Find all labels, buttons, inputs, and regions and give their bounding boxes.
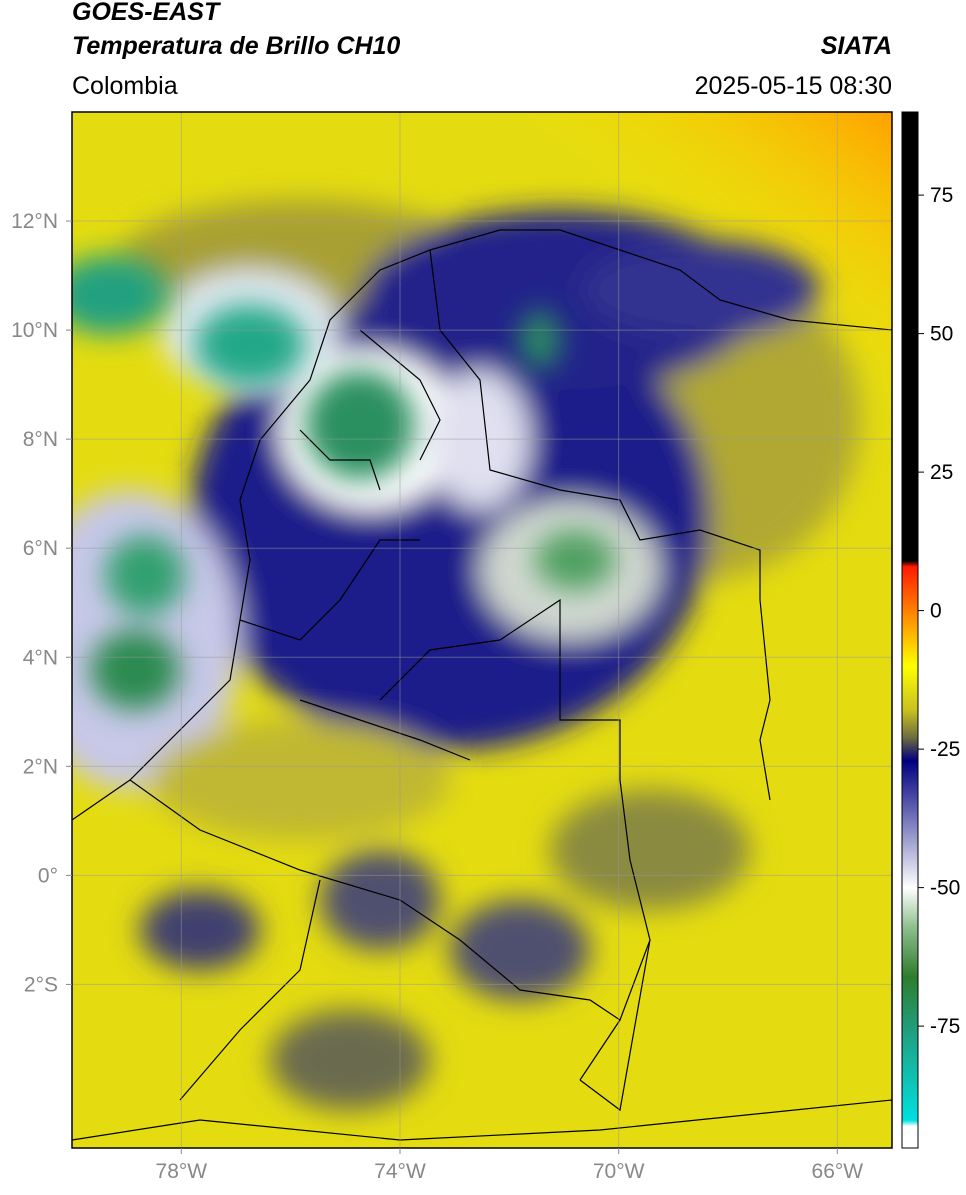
x-tick-label: 66°W: [812, 1160, 864, 1183]
y-tick-label: 8°N: [23, 428, 58, 451]
x-tick-label: 74°W: [374, 1160, 426, 1183]
y-tick-label: 4°N: [23, 646, 58, 669]
x-tick-label: 70°W: [593, 1160, 645, 1183]
y-tick-label: 2°N: [23, 755, 58, 778]
source: SIATA: [821, 32, 892, 60]
colorbar-segment: [902, 610, 918, 667]
product: Temperatura de Brillo CH10: [72, 32, 400, 60]
map-frame: [71, 111, 893, 1149]
region: Colombia: [72, 72, 178, 100]
colorbar-segment: [902, 976, 918, 1033]
colorbar-segment: [902, 1125, 918, 1149]
colorbar-tick-label: -25: [930, 738, 960, 761]
colorbar-segment: [902, 566, 918, 612]
colorbar-segment: [902, 1120, 918, 1127]
colorbar-segment: [902, 710, 918, 739]
x-tick-label: 78°W: [156, 1160, 208, 1183]
datetime: 2025-05-15 08:30: [695, 72, 892, 100]
colorbar-segment: [902, 1031, 918, 1121]
colorbar-tick-label: -50: [930, 877, 960, 900]
y-tick-label: 6°N: [23, 537, 58, 560]
colorbar-frame: [901, 111, 919, 1149]
colorbar-segment: [902, 926, 918, 977]
colorbar-segment: [902, 666, 918, 711]
colorbar-segment: [902, 738, 918, 761]
satellite-image: [72, 112, 892, 1148]
colorbar-tick-label: 25: [930, 461, 953, 484]
colorbar-segment: [902, 760, 918, 833]
y-tick-label: 12°N: [11, 210, 58, 233]
colorbar-tick-label: 0: [930, 600, 942, 623]
colorbar-segment: [902, 560, 918, 567]
colorbar-tick-label: 50: [930, 323, 953, 346]
y-tick-label: 2°S: [24, 973, 58, 996]
satellite: GOES-EAST: [72, 0, 222, 26]
colorbar-tick-label: -75: [930, 1015, 960, 1038]
colorbar-segment: [902, 887, 918, 927]
colorbar-tick-label: 75: [930, 184, 953, 207]
colorbar-segment: [902, 112, 918, 562]
y-tick-label: 0°: [38, 864, 58, 887]
colorbar-segment: [902, 832, 918, 889]
y-tick-label: 10°N: [11, 319, 58, 342]
